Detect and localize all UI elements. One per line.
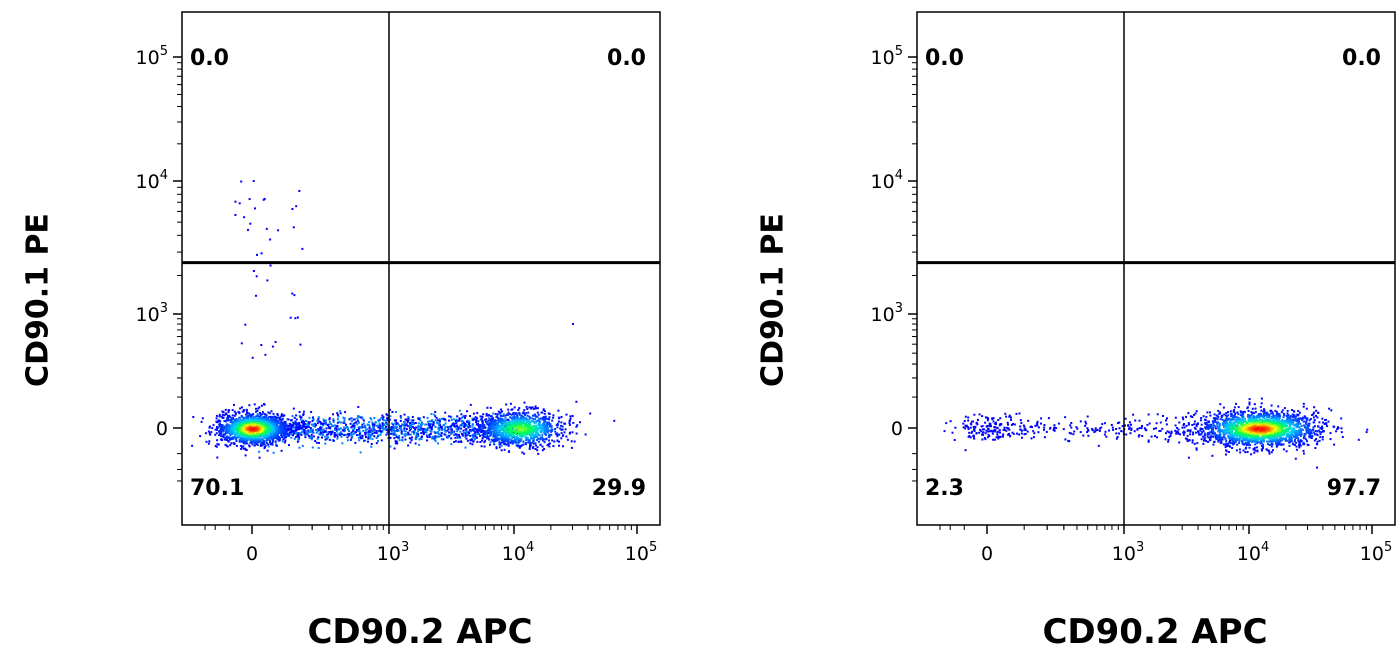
plot-frame — [916, 11, 1396, 526]
y-tick-label: 104 — [136, 168, 168, 193]
y-tick-label: 103 — [871, 301, 903, 326]
plot-svg: 0 103 104 105 0 103 104 105 0.0 0.0 2.3 97.7 — [871, 11, 1396, 565]
y-tick-label: 0 — [156, 418, 168, 440]
x-tick-label: 104 — [502, 540, 534, 565]
plot-frame — [181, 11, 661, 526]
event-density-cloud — [191, 180, 616, 459]
flow-plot-left: CD90.1 PE 0 103 104 105 0 103 104 105 0.0 0.0 70.1… — [21, 11, 661, 652]
x-tick-label: 0 — [981, 543, 993, 565]
y-tick-label: 104 — [871, 168, 903, 193]
x-tick-label: 0 — [246, 543, 258, 565]
quadrant-value-lower-right: 29.9 — [592, 476, 646, 501]
x-tick-label: 105 — [1360, 540, 1392, 565]
x-axis-label: CD90.2 APC — [1042, 612, 1268, 652]
y-tick-label: 0 — [891, 418, 903, 440]
quadrant-value-lower-left: 2.3 — [925, 476, 964, 501]
quadrant-value-lower-left: 70.1 — [190, 476, 244, 501]
y-tick-label: 103 — [136, 301, 168, 326]
y-tick-label: 105 — [136, 44, 168, 69]
plot-svg: 0 103 104 105 0 103 104 105 0.0 0.0 70.1 29.9 — [136, 11, 661, 565]
flow-plot-right: CD90.1 PE 0 103 104 105 0 103 104 105 0.0 0.0 2.3 9… — [735, 0, 1400, 660]
x-tick-label: 104 — [1237, 540, 1269, 565]
axis-ticks — [908, 56, 1373, 534]
event-density-cloud — [943, 397, 1369, 469]
x-tick-label: 103 — [377, 540, 409, 565]
quadrant-value-upper-left: 0.0 — [925, 46, 964, 71]
x-axis-label: CD90.2 APC — [307, 612, 533, 652]
x-tick-label: 105 — [625, 540, 657, 565]
quadrant-value-upper-left: 0.0 — [190, 46, 229, 71]
quadrant-value-lower-right: 97.7 — [1327, 476, 1381, 501]
quadrant-value-upper-right: 0.0 — [607, 46, 646, 71]
x-tick-label: 103 — [1112, 540, 1144, 565]
quadrant-value-upper-right: 0.0 — [1342, 46, 1381, 71]
y-tick-label: 105 — [871, 44, 903, 69]
axis-ticks — [173, 56, 638, 534]
